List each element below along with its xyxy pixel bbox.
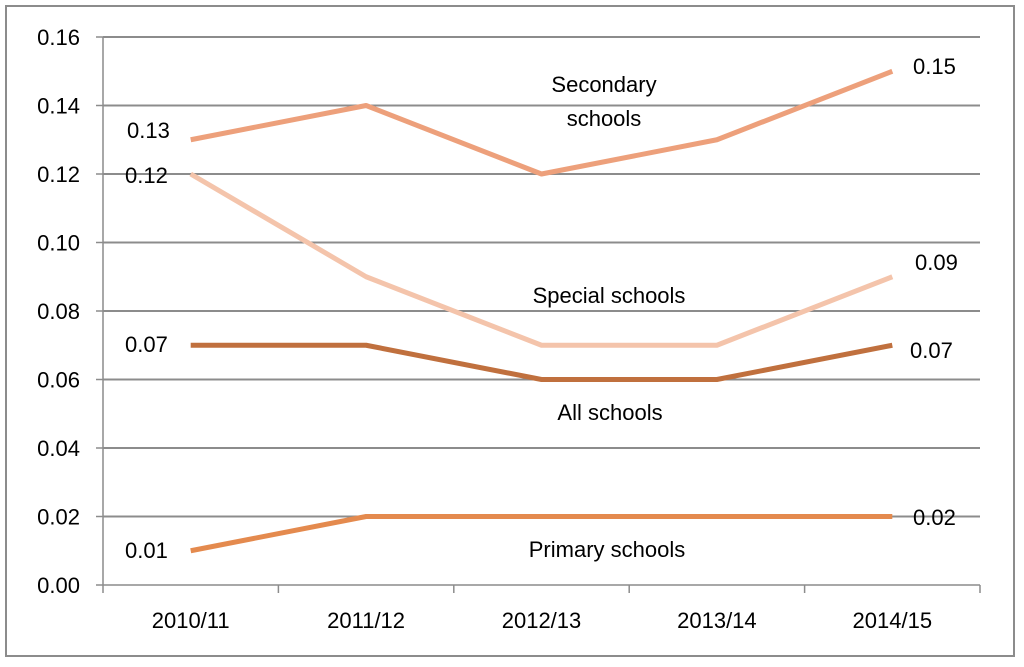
series-name-labels: Secondary schools Special schools All sc… bbox=[529, 72, 686, 562]
all-series-line bbox=[190, 342, 893, 382]
primary-start-label: 0.01 bbox=[125, 538, 168, 563]
y-tick-label: 0.16 bbox=[37, 25, 80, 50]
y-tick-label: 0.04 bbox=[37, 436, 80, 461]
x-tick-label: 2011/12 bbox=[327, 608, 405, 633]
secondary-name-line-1: Secondary bbox=[551, 72, 656, 97]
y-tick-label: 0.00 bbox=[37, 573, 80, 598]
primary-series-line bbox=[190, 514, 893, 554]
x-tick-label: 2012/13 bbox=[502, 608, 582, 633]
all-end-label: 0.07 bbox=[910, 338, 953, 363]
secondary-name-line-2: schools bbox=[567, 106, 642, 131]
data-labels: 0.13 0.15 0.12 0.09 0.07 0.07 0.01 0.02 bbox=[125, 54, 958, 563]
secondary-end-label: 0.15 bbox=[913, 54, 956, 79]
secondary-series-line bbox=[190, 68, 894, 177]
special-end-label: 0.09 bbox=[915, 250, 958, 275]
axes bbox=[102, 37, 980, 586]
x-tick-label: 2014/15 bbox=[853, 608, 933, 633]
special-series-line bbox=[189, 171, 894, 348]
y-tick-label: 0.06 bbox=[37, 368, 80, 393]
special-start-label: 0.12 bbox=[125, 163, 168, 188]
primary-name: Primary schools bbox=[529, 537, 685, 562]
gridlines bbox=[96, 36, 980, 586]
all-name: All schools bbox=[557, 400, 662, 425]
series-lines bbox=[189, 68, 894, 554]
y-tick-label: 0.02 bbox=[37, 505, 80, 530]
x-tick-labels: 2010/11 2011/12 2012/13 2013/14 2014/15 bbox=[102, 585, 981, 633]
secondary-start-label: 0.13 bbox=[127, 118, 170, 143]
y-tick-label: 0.08 bbox=[37, 299, 80, 324]
y-tick-label: 0.12 bbox=[37, 162, 80, 187]
special-name: Special schools bbox=[533, 283, 686, 308]
x-tick-label: 2010/11 bbox=[152, 608, 230, 633]
x-tick-label: 2013/14 bbox=[677, 608, 757, 633]
y-tick-label: 0.14 bbox=[37, 94, 80, 119]
y-tick-labels: 0.00 0.02 0.04 0.06 0.08 0.10 0.12 0.14 0.16 bbox=[37, 25, 80, 598]
all-start-label: 0.07 bbox=[125, 332, 168, 357]
y-tick-label: 0.10 bbox=[37, 231, 80, 256]
primary-end-label: 0.02 bbox=[913, 505, 956, 530]
